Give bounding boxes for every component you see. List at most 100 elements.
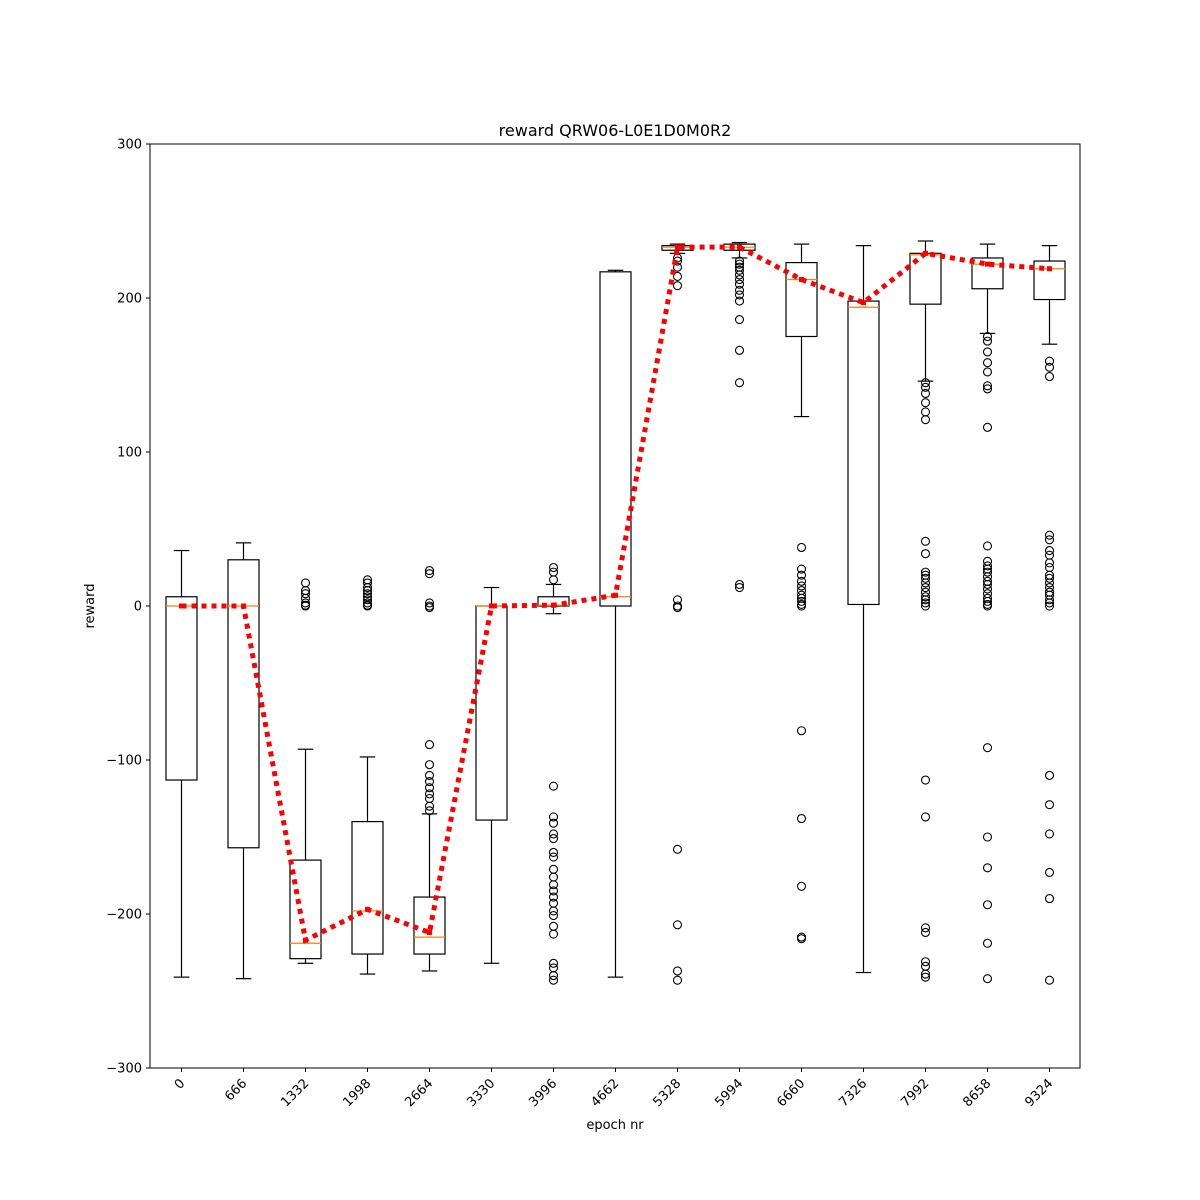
outlier-point (796, 601, 807, 611)
outlier-point (920, 927, 931, 938)
outlier-point (796, 581, 807, 591)
outlier-point (1044, 530, 1055, 540)
outlier-point (796, 596, 807, 606)
outlier-point (734, 274, 745, 285)
outlier-point (982, 900, 993, 910)
outlier-point (548, 829, 559, 839)
mean-marker (241, 603, 246, 609)
outlier-point (920, 923, 931, 933)
mean-marker (675, 244, 680, 250)
mean-marker (303, 937, 308, 943)
outlier-point (920, 775, 931, 785)
outlier-point (734, 296, 745, 306)
outlier-point (548, 812, 559, 822)
outlier-point (1044, 558, 1055, 568)
y-tick-label: 200 (117, 292, 142, 307)
outlier-point (362, 586, 373, 596)
box-group-5994 (723, 241, 756, 593)
outlier-point (920, 573, 931, 583)
y-tick-label: −300 (106, 1062, 142, 1077)
box-iqr (971, 257, 1004, 290)
outlier-point (424, 770, 435, 780)
outlier-point (920, 592, 931, 602)
outlier-point (672, 602, 683, 613)
outlier-point (920, 378, 931, 388)
y-axis-label: reward (83, 583, 98, 628)
outlier-point (362, 598, 373, 608)
outlier-point (1044, 535, 1055, 545)
outlier-point (300, 589, 311, 599)
mean-marker (861, 300, 866, 306)
outlier-point (548, 958, 559, 968)
box-group-8658 (971, 243, 1004, 984)
outlier-point (300, 601, 311, 611)
box-group-666 (227, 542, 260, 980)
outlier-point (548, 975, 559, 985)
outlier-point (424, 789, 435, 799)
outlier-point (672, 271, 683, 281)
mean-marker (923, 250, 928, 256)
outlier-point (796, 570, 807, 580)
outlier-point (1044, 770, 1055, 780)
y-tick-label: −200 (106, 908, 142, 923)
outlier-point (1044, 601, 1055, 611)
outlier-point (796, 881, 807, 891)
outlier-point (1044, 829, 1055, 839)
outlier-point (1044, 362, 1055, 372)
outlier-point (1044, 356, 1055, 366)
outlier-point (424, 801, 435, 811)
outlier-point (982, 938, 993, 948)
outlier-point (734, 582, 745, 593)
mean-marker (1047, 266, 1052, 272)
outlier-point (734, 579, 745, 589)
outlier-point (672, 281, 683, 291)
outlier-point (734, 345, 745, 355)
outlier-point (734, 256, 745, 266)
outlier-point (362, 595, 373, 605)
outlier-point (920, 601, 931, 611)
outlier-point (982, 358, 993, 368)
outlier-point (424, 806, 435, 816)
outlier-point (920, 582, 931, 593)
outlier-point (982, 567, 993, 577)
y-tick-label: 100 (117, 446, 142, 461)
outlier-point (424, 777, 435, 787)
outlier-point (548, 575, 559, 585)
outlier-point (548, 852, 559, 862)
box-iqr (351, 820, 384, 955)
outlier-point (920, 598, 931, 608)
box-group-6660 (785, 243, 818, 944)
outlier-point (300, 598, 311, 608)
outlier-point (796, 934, 807, 944)
mean-marker (489, 603, 494, 609)
outlier-point (548, 880, 559, 890)
box-iqr (599, 271, 632, 607)
outlier-point (548, 562, 559, 573)
outlier-point (362, 582, 373, 593)
outlier-point (424, 783, 435, 793)
mean-marker (427, 929, 432, 935)
outlier-point (734, 285, 745, 295)
box-iqr (1033, 260, 1066, 301)
outlier-point (672, 966, 683, 976)
outlier-point (982, 347, 993, 357)
outlier-point (734, 259, 745, 269)
outlier-point (548, 847, 559, 857)
box-group-2664 (413, 566, 446, 972)
box-iqr (289, 859, 322, 960)
outlier-point (982, 974, 993, 984)
outlier-point (734, 378, 745, 388)
outlier-point (672, 920, 683, 930)
outlier-point (920, 969, 931, 979)
outlier-point (982, 541, 993, 551)
outlier-point (920, 567, 931, 577)
outlier-point (1044, 800, 1055, 810)
outlier-point (362, 589, 373, 599)
outlier-point (672, 262, 683, 272)
outlier-point (920, 382, 931, 392)
outlier-point (1044, 867, 1055, 877)
outlier-point (982, 579, 993, 589)
chart-title: reward QRW06-L0E1D0M0R2 (499, 121, 732, 140)
box-iqr (165, 596, 198, 781)
